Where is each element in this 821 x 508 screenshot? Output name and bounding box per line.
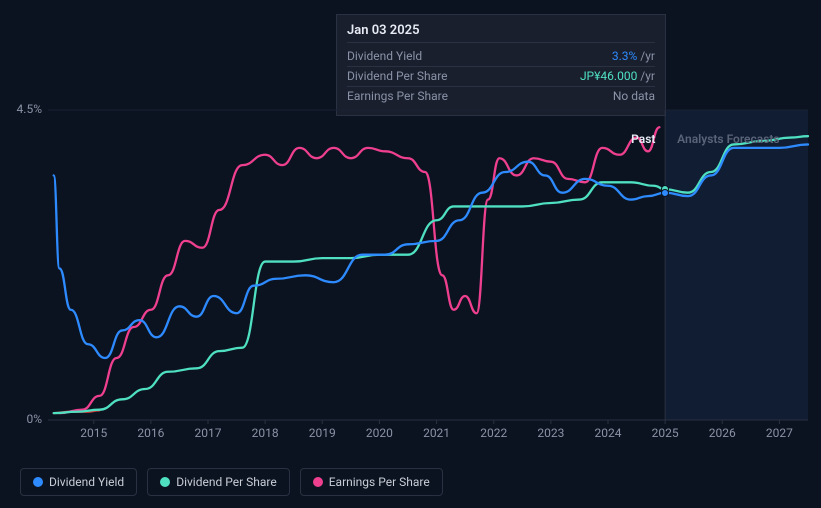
x-axis-label: 2023 — [537, 426, 564, 440]
legend-label: Dividend Yield — [49, 475, 124, 489]
x-axis-label: 2017 — [195, 426, 222, 440]
line-chart — [0, 0, 821, 508]
x-axis-label: 2027 — [766, 426, 793, 440]
legend-item-earnings_per_share[interactable]: Earnings Per Share — [300, 468, 443, 496]
x-axis-label: 2022 — [480, 426, 507, 440]
legend-label: Earnings Per Share — [329, 475, 430, 489]
legend-dot-icon — [160, 477, 170, 487]
x-axis-label: 2015 — [80, 426, 107, 440]
series-earnings_per_share — [59, 127, 659, 413]
legend-item-dividend_per_share[interactable]: Dividend Per Share — [147, 468, 290, 496]
x-axis-label: 2021 — [423, 426, 450, 440]
legend-label: Dividend Per Share — [176, 475, 277, 489]
x-axis-label: 2016 — [137, 426, 164, 440]
x-axis-label: 2024 — [595, 426, 622, 440]
x-axis-label: 2018 — [252, 426, 279, 440]
x-axis-label: 2025 — [652, 426, 679, 440]
legend-dot-icon — [33, 477, 43, 487]
y-axis-label: 0% — [26, 412, 42, 426]
hover-marker — [661, 189, 669, 197]
forecast-label: Analysts Forecasts — [677, 132, 779, 146]
x-axis-label: 2020 — [366, 426, 393, 440]
legend-item-dividend_yield[interactable]: Dividend Yield — [20, 468, 137, 496]
past-label: Past — [631, 132, 655, 146]
x-axis-label: 2026 — [709, 426, 736, 440]
y-axis-label: 4.5% — [17, 102, 42, 116]
chart-legend: Dividend Yield Dividend Per Share Earnings… — [20, 468, 443, 496]
legend-dot-icon — [313, 477, 323, 487]
x-axis-label: 2019 — [309, 426, 336, 440]
